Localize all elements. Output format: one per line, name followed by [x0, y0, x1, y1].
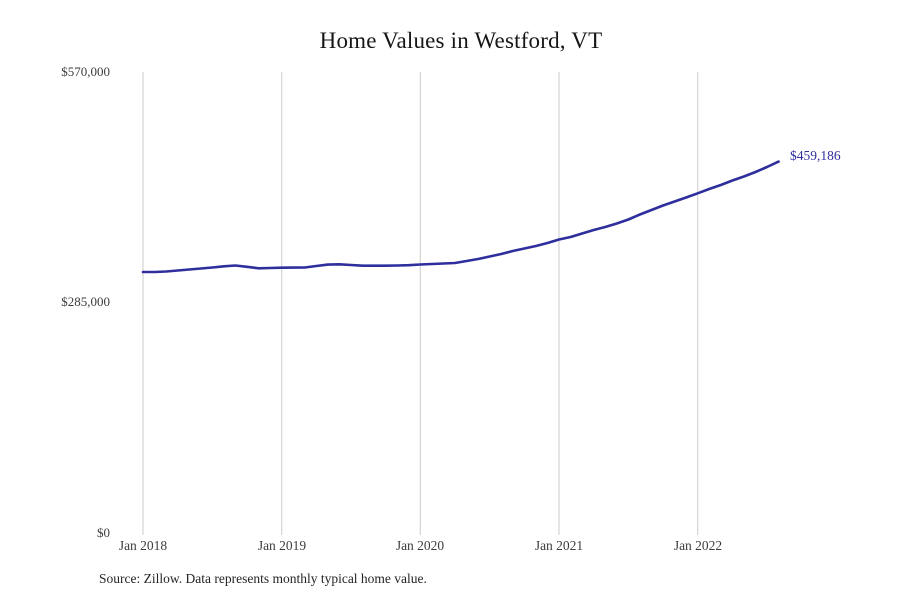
chart-title: Home Values in Westford, VT: [319, 28, 603, 53]
home-value-line: [141, 160, 780, 274]
x-axis-tick-jan-2022: Jan 2022: [673, 538, 723, 553]
y-axis-tick-285000: $285,000: [61, 294, 110, 309]
x-axis-tick-jan-2018: Jan 2018: [118, 538, 168, 553]
x-axis-tick-jan-2019: Jan 2019: [257, 538, 307, 553]
x-axis-tick-jan-2021: Jan 2021: [534, 538, 584, 553]
latest-value-annotation: $459,186: [790, 148, 841, 163]
x-axis-tick-jan-2020: Jan 2020: [395, 538, 445, 553]
source-note: Source: Zillow. Data represents monthly …: [99, 571, 427, 586]
y-axis-tick-0: $0: [97, 525, 110, 540]
y-axis-tick-570000: $570,000: [61, 64, 110, 79]
